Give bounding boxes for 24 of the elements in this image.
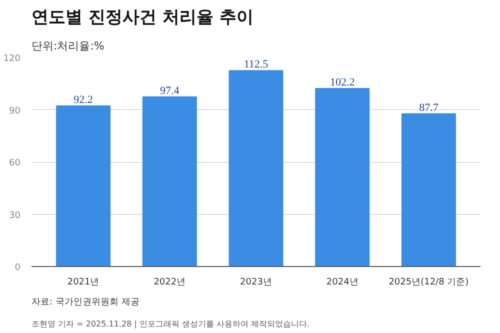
y-tick-label: 30	[9, 210, 21, 221]
x-tick-label: 2024년	[326, 278, 358, 288]
x-tick-label: 2025년(12/8 기준)	[388, 278, 469, 288]
data-label: 102.2	[330, 76, 355, 88]
bar	[315, 88, 370, 266]
y-tick-label: 60	[9, 158, 21, 168]
chart-title: 연도별 진정사건 처리율 추이	[32, 8, 254, 28]
data-label: 92.2	[74, 94, 93, 106]
text: 자료: 국가인권위원회 제공	[32, 298, 140, 308]
x-tick-label: 2022년	[154, 278, 186, 288]
y-tick-label: 0	[14, 263, 21, 273]
y-tick-label: 120	[3, 54, 21, 64]
data-label: 112.5	[244, 58, 269, 71]
x-tick-label: 2021년	[67, 278, 100, 288]
x-tick-label: 2023년	[240, 278, 272, 288]
bar	[401, 113, 456, 266]
bar	[228, 70, 284, 266]
y-tick-label: 90	[9, 106, 21, 116]
data-label: 87.7	[419, 102, 439, 114]
data-label: 97.4	[160, 84, 180, 97]
bar	[56, 105, 111, 266]
chart-subtitle: 단위:처리율:%	[32, 40, 104, 52]
bar	[142, 96, 197, 266]
text: 조현영 기자 = 2025.11.28 | 인포그래픽 생성기를 사용하여 제작되었습니다.	[32, 320, 310, 328]
